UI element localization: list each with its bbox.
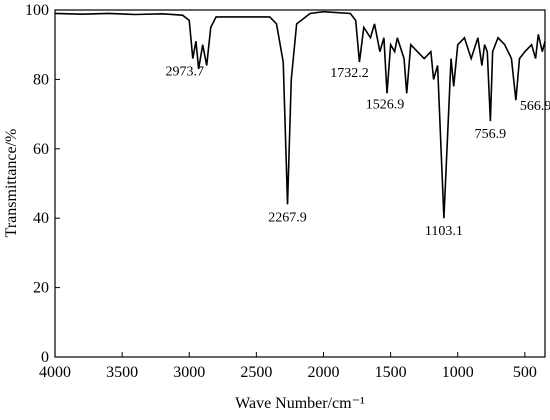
peak-label: 1732.2 bbox=[330, 66, 369, 81]
y-tick-label: 60 bbox=[33, 141, 49, 158]
peak-label: 566.9 bbox=[520, 99, 550, 114]
y-tick-label: 0 bbox=[41, 349, 49, 366]
x-tick-label: 2500 bbox=[240, 364, 272, 381]
peak-label: 756.9 bbox=[475, 127, 507, 142]
y-tick-label: 80 bbox=[33, 71, 49, 88]
peak-label: 1103.1 bbox=[425, 224, 463, 239]
x-tick-label: 1000 bbox=[442, 364, 474, 381]
x-tick-label: 4000 bbox=[39, 364, 71, 381]
x-tick-label: 3500 bbox=[106, 364, 138, 381]
x-tick-label: 1500 bbox=[375, 364, 407, 381]
x-tick-label: 500 bbox=[513, 364, 537, 381]
peak-label: 2973.7 bbox=[166, 65, 205, 80]
spectrum-line bbox=[54, 10, 546, 219]
x-tick-label: 3000 bbox=[173, 364, 205, 381]
y-tick-label: 40 bbox=[33, 210, 49, 227]
plot-frame bbox=[54, 9, 546, 358]
y-tick-label: 20 bbox=[33, 280, 49, 297]
y-axis-label: Transmittance/% bbox=[3, 129, 20, 238]
peak-label: 1526.9 bbox=[366, 97, 405, 112]
x-axis-label: Wave Number/cm⁻¹ bbox=[235, 395, 365, 412]
x-tick-label: 2000 bbox=[307, 364, 339, 381]
peak-label: 2267.9 bbox=[268, 210, 307, 225]
y-tick-label: 100 bbox=[25, 2, 49, 19]
